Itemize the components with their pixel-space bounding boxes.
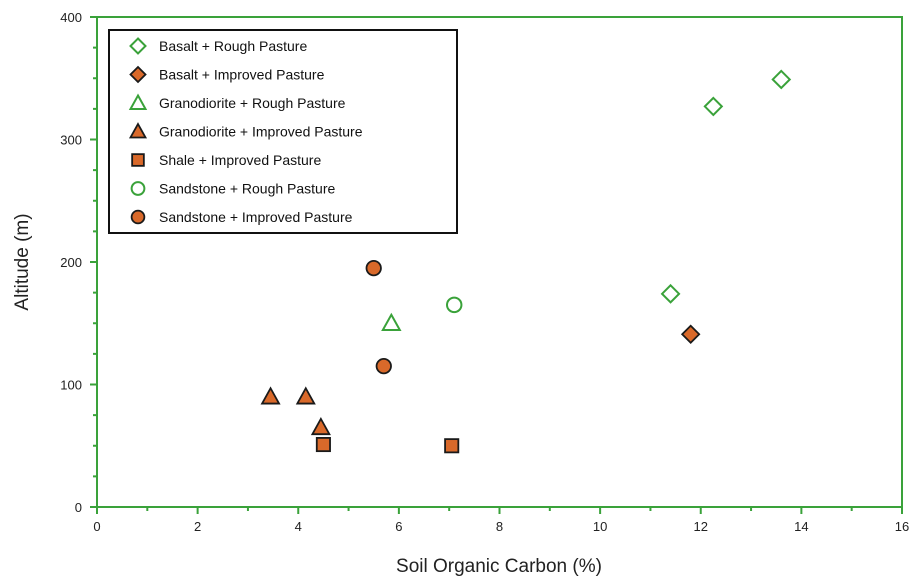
y-axis-title: Altitude (m) xyxy=(12,213,33,310)
data-point-triangle xyxy=(310,417,331,436)
y-tick-label: 300 xyxy=(60,133,82,148)
x-tick-label: 8 xyxy=(496,519,503,534)
legend-marker-triangle xyxy=(128,93,148,110)
plot-frame xyxy=(96,16,903,508)
legend-marker-circle xyxy=(130,209,146,225)
y-tick-label: 200 xyxy=(60,255,82,270)
y-tick-label: 0 xyxy=(75,500,82,515)
legend-box xyxy=(108,29,458,234)
legend-entry-label: Basalt + Rough Pasture xyxy=(159,38,307,54)
legend-marker-square xyxy=(131,153,145,167)
y-tick-label: 100 xyxy=(60,378,82,393)
data-point-diamond xyxy=(703,96,724,117)
data-point-circle xyxy=(375,357,392,375)
legend-marker-triangle xyxy=(128,122,148,139)
legend-entry-label: Granodiorite + Rough Pasture xyxy=(159,95,346,111)
legend: Basalt + Rough Pasture Basalt + Improved … xyxy=(108,29,458,234)
x-tick-label: 6 xyxy=(395,519,402,534)
legend-entry-label: Basalt + Improved Pasture xyxy=(159,67,325,83)
x-tick-label: 2 xyxy=(194,519,201,534)
x-tick-label: 16 xyxy=(895,519,909,534)
data-point-square xyxy=(315,436,331,453)
x-axis-title: Soil Organic Carbon (%) xyxy=(396,556,602,577)
legend-entry-label: Granodiorite + Improved Pasture xyxy=(159,124,363,140)
data-point-diamond xyxy=(680,324,701,345)
x-tick-label: 14 xyxy=(794,519,808,534)
tick-layer: 0 2 4 6 8 10 12 14 16 0 100 200 300 400 xyxy=(60,10,909,534)
legend-marker-diamond xyxy=(129,65,147,84)
data-point-diamond xyxy=(771,69,792,90)
data-point-circle xyxy=(365,259,382,277)
legend-marker-diamond xyxy=(129,37,147,55)
legend-entry-label: Shale + Improved Pasture xyxy=(159,152,321,168)
x-tick-label: 10 xyxy=(593,519,607,534)
legend-entry-label: Sandstone + Improved Pasture xyxy=(159,209,353,225)
data-point-triangle xyxy=(260,386,281,405)
data-point-triangle xyxy=(381,312,402,332)
legend-marker-circle xyxy=(130,181,146,196)
x-tick-label: 0 xyxy=(93,519,100,534)
data-point-circle xyxy=(445,296,463,314)
y-tick-label: 400 xyxy=(60,10,82,25)
x-tick-label: 4 xyxy=(295,519,302,534)
x-tick-label: 12 xyxy=(694,519,708,534)
data-point-square xyxy=(444,438,460,454)
legend-entry-label: Sandstone + Rough Pasture xyxy=(159,181,336,197)
data-point-diamond xyxy=(660,283,681,304)
data-points xyxy=(260,69,792,454)
data-point-triangle xyxy=(295,386,316,405)
